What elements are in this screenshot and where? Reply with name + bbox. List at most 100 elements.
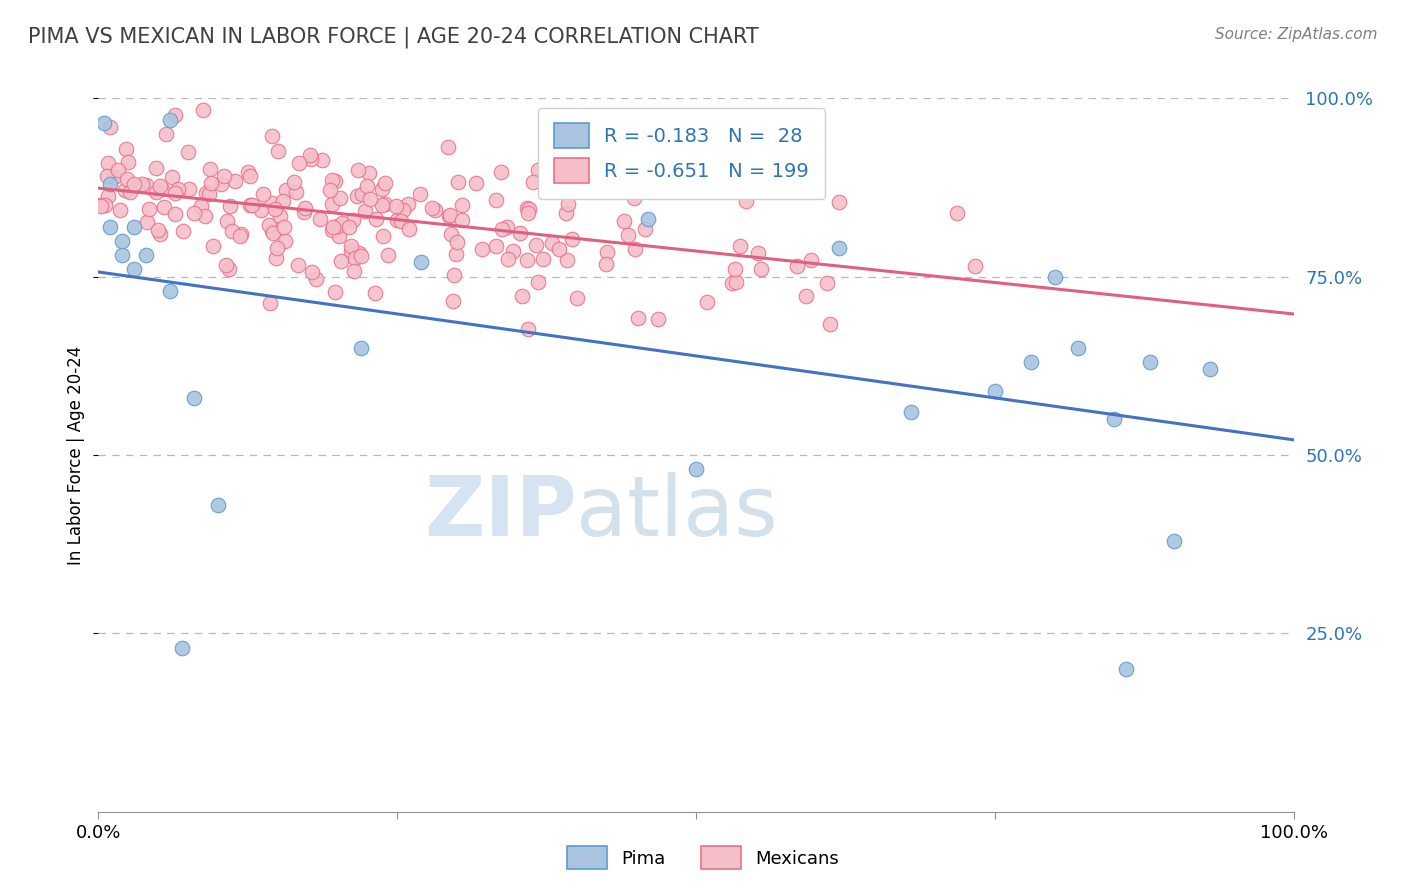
Point: [1043, 269, 1066, 284]
Point: [163, 207, 186, 221]
Point: [350, 249, 373, 263]
Point: [616, 227, 638, 242]
Point: [451, 213, 474, 227]
Point: [440, 227, 463, 242]
Point: [423, 202, 446, 217]
Point: [491, 221, 513, 235]
Point: [450, 197, 472, 211]
Point: [623, 242, 645, 256]
Point: [111, 234, 134, 248]
Point: [343, 263, 366, 277]
Point: [120, 185, 142, 199]
Text: PIMA VS MEXICAN IN LABOR FORCE | AGE 20-24 CORRELATION CHART: PIMA VS MEXICAN IN LABOR FORCE | AGE 20-…: [28, 27, 759, 48]
Point: [439, 209, 461, 223]
Point: [163, 186, 186, 200]
Point: [557, 196, 579, 211]
Point: [159, 284, 181, 298]
Point: [183, 206, 205, 220]
Point: [288, 155, 311, 169]
Point: [221, 224, 243, 238]
Point: [96, 169, 118, 183]
Point: [502, 244, 524, 259]
Point: [273, 220, 295, 235]
Point: [177, 145, 200, 159]
Point: [411, 255, 433, 269]
Point: [371, 198, 394, 212]
Point: [167, 181, 190, 195]
Point: [471, 242, 494, 256]
Point: [946, 206, 969, 220]
Point: [294, 201, 316, 215]
Point: [516, 252, 538, 267]
Point: [696, 295, 718, 310]
Text: Source: ZipAtlas.com: Source: ZipAtlas.com: [1215, 27, 1378, 42]
Point: [150, 182, 173, 196]
Point: [269, 209, 291, 223]
Point: [359, 193, 381, 207]
Point: [267, 145, 290, 159]
Point: [516, 201, 538, 215]
Point: [443, 268, 465, 282]
Point: [366, 211, 388, 226]
Point: [724, 261, 747, 276]
Point: [815, 276, 838, 290]
Point: [555, 206, 578, 220]
Point: [820, 317, 842, 331]
Point: [274, 234, 297, 248]
Legend: Pima, Mexicans: Pima, Mexicans: [558, 838, 848, 879]
Point: [274, 183, 297, 197]
Text: atlas: atlas: [576, 472, 778, 552]
Point: [231, 227, 253, 241]
Point: [135, 178, 157, 192]
Point: [107, 162, 129, 177]
Point: [665, 157, 688, 171]
Point: [224, 174, 246, 188]
Point: [828, 241, 851, 255]
Point: [207, 498, 229, 512]
Point: [384, 199, 406, 213]
Point: [637, 212, 659, 227]
Point: [346, 189, 368, 203]
Point: [163, 108, 186, 122]
Point: [340, 244, 363, 259]
Point: [262, 128, 284, 143]
Point: [398, 222, 420, 236]
Point: [385, 213, 408, 227]
Point: [298, 147, 321, 161]
Point: [527, 163, 550, 178]
Point: [377, 248, 399, 262]
Point: [197, 186, 219, 201]
Point: [1163, 533, 1185, 548]
Point: [305, 272, 328, 286]
Point: [250, 203, 273, 218]
Point: [328, 228, 350, 243]
Point: [117, 155, 139, 169]
Text: ZIP: ZIP: [425, 472, 576, 552]
Point: [485, 238, 508, 252]
Point: [396, 197, 419, 211]
Point: [1115, 662, 1137, 676]
Point: [97, 189, 120, 203]
Point: [439, 208, 461, 222]
Point: [160, 169, 183, 184]
Point: [257, 219, 280, 233]
Point: [565, 291, 588, 305]
Point: [124, 262, 146, 277]
Point: [145, 185, 167, 199]
Point: [963, 259, 986, 273]
Point: [93, 116, 115, 130]
Point: [209, 177, 232, 191]
Point: [420, 201, 443, 215]
Point: [252, 186, 274, 201]
Point: [238, 165, 260, 179]
Point: [720, 276, 742, 290]
Point: [747, 245, 769, 260]
Point: [581, 163, 603, 178]
Point: [153, 200, 176, 214]
Point: [100, 120, 122, 134]
Point: [634, 222, 657, 236]
Point: [239, 198, 262, 212]
Point: [131, 177, 153, 191]
Point: [389, 214, 412, 228]
Point: [122, 178, 145, 192]
